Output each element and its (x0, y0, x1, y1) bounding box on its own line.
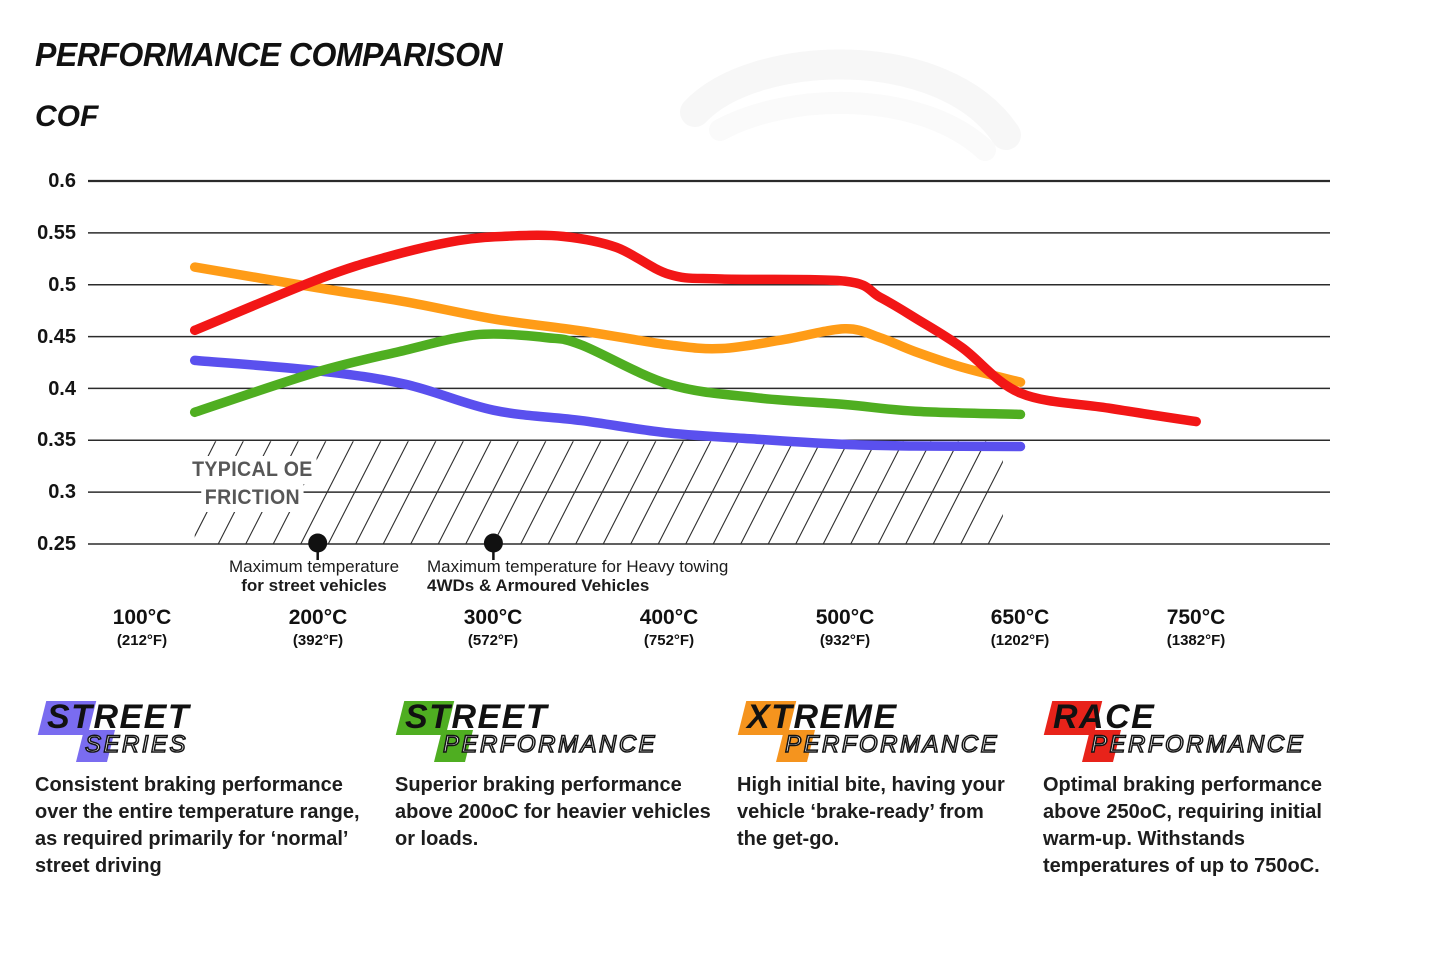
y-tick-label: 0.5 (48, 274, 76, 296)
annotation-line-bold: 4WDs & Armoured Vehicles (427, 576, 650, 595)
logo-word-primary: STREET (47, 698, 191, 736)
y-tick-label: 0.25 (37, 533, 76, 555)
logo-word-primary: STREET (405, 698, 549, 736)
x-tick-400c: 400°C (752°F) (639, 606, 699, 649)
logo-word-primary: XTREME (747, 698, 898, 736)
y-tick-label: 0.55 (37, 222, 76, 244)
typical-oe-friction-label: TYPICAL OE FRICTION (178, 456, 327, 512)
x-tick-200c: 200°C (392°F) (288, 606, 348, 649)
y-tick-label: 0.35 (37, 429, 76, 451)
typical-oe-friction-band (194, 441, 1003, 544)
xtreme-performance-logo: XTREME PERFORMANCE (737, 698, 1080, 766)
x-tick-100c: 100°C (212°F) (112, 606, 172, 649)
max-temp-towing-annotation: Maximum temperature for Heavy towing 4WD… (427, 557, 757, 595)
annotation-line-bold: for street vehicles (241, 576, 387, 595)
y-axis-title: COF (35, 100, 99, 133)
logo-word-secondary: PERFORMANCE (1090, 730, 1306, 759)
product-description: Consistent braking performance over the … (35, 774, 360, 877)
x-tick-650c: 650°C (1202°F) (990, 606, 1050, 649)
logo-word-secondary: PERFORMANCE (784, 730, 1000, 759)
street-series-logo: STREET SERIES (37, 698, 380, 766)
x-tick-300c: 300°C (572°F) (463, 606, 523, 649)
annotation-line: Maximum temperature for Heavy towing (427, 557, 729, 576)
product-description: Superior braking performance above 200oC… (395, 774, 711, 850)
oe-label-line1: TYPICAL OE (188, 456, 317, 484)
product-description: High initial bite, having your vehicle ‘… (737, 774, 1005, 850)
series-curve-street-performance (189, 329, 1026, 420)
logo-word-primary: RACE (1053, 698, 1156, 736)
logo-word-secondary: PERFORMANCE (442, 730, 658, 759)
oe-label-line2: FRICTION (201, 484, 304, 512)
page-title: PERFORMANCE COMPARISON (35, 36, 503, 73)
street-performance-logo: STREET PERFORMANCE (395, 698, 738, 766)
series-curve-xtreme-performance (189, 262, 1026, 387)
y-tick-label: 0.45 (37, 326, 76, 348)
max-temp-street-annotation: Maximum temperature for street vehicles (199, 557, 429, 595)
y-tick-label: 0.4 (48, 378, 76, 400)
x-tick-500c: 500°C (932°F) (815, 606, 875, 649)
watermark-swoosh (680, 49, 1021, 161)
series-curve-race-performance (189, 230, 1201, 427)
product-description: Optimal braking performance above 250oC,… (1043, 774, 1322, 877)
annotation-line: Maximum temperature (228, 557, 400, 576)
series-curve-street-series (189, 355, 1026, 452)
max-temp-marker-dot (308, 533, 328, 553)
max-temp-marker-dot (483, 533, 503, 553)
y-tick-label: 0.3 (48, 481, 76, 503)
x-tick-750c: 750°C (1382°F) (1166, 606, 1226, 649)
race-performance-logo: RACE PERFORMANCE (1043, 698, 1386, 766)
y-tick-label: 0.6 (48, 170, 76, 192)
logo-word-secondary: SERIES (84, 730, 189, 759)
